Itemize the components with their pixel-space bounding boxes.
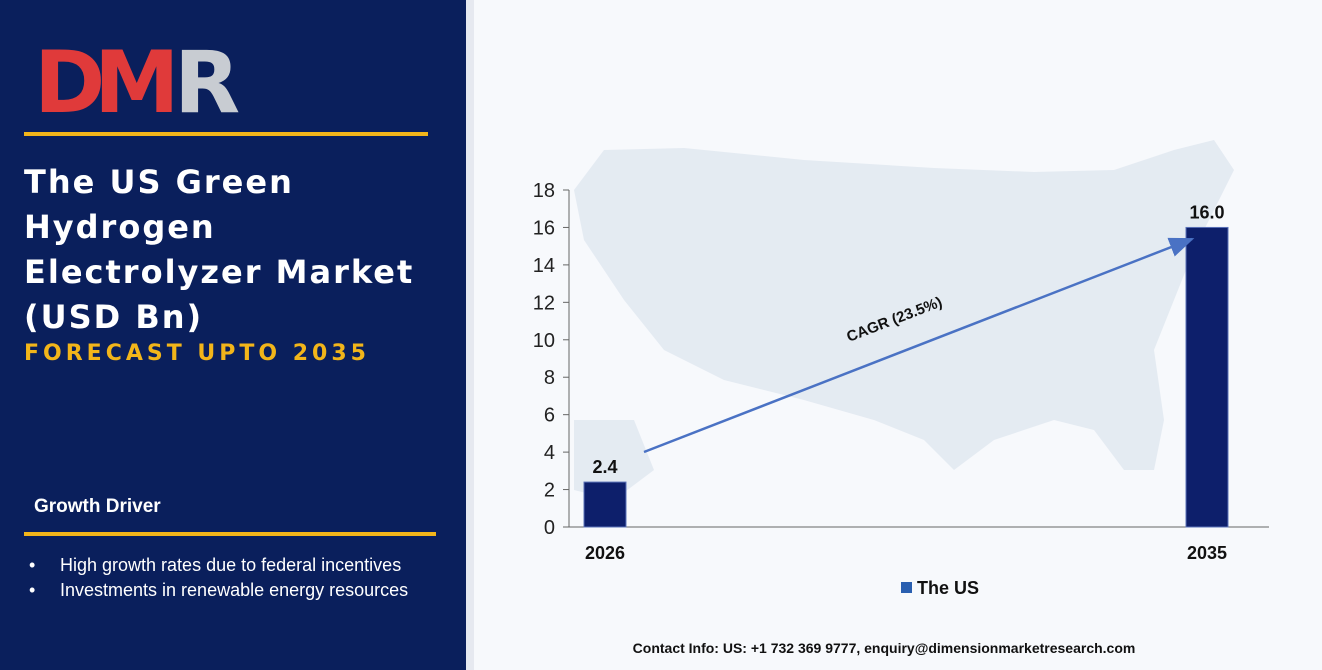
page-title: The US Green Hydrogen Electrolyzer Marke…	[24, 163, 415, 336]
y-tick-label: 14	[533, 255, 555, 277]
alaska-shape	[574, 420, 654, 500]
x-tick-label: 2026	[585, 543, 625, 563]
growth-driver-text: Investments in renewable energy resource…	[60, 580, 409, 600]
y-tick-label: 12	[533, 292, 555, 314]
chart-legend: The US	[901, 578, 979, 598]
y-tick-label: 8	[544, 367, 555, 389]
divider-growth	[24, 532, 436, 536]
chart-bars: 2.4 2026 16.0 2035	[583, 202, 1229, 563]
growth-driver-text: High growth rates due to federal incenti…	[60, 555, 402, 575]
info-panel: D M R The US Green Hydrogen Electrolyzer…	[0, 0, 466, 670]
logo-letter-r: R	[174, 40, 240, 120]
cagr-arrow	[643, 237, 1195, 454]
y-tick-label: 18	[533, 180, 555, 202]
growth-driver-list: • High growth rates due to federal incent…	[24, 553, 408, 603]
legend-label: The US	[917, 578, 979, 598]
bullet-icon: •	[24, 580, 36, 600]
bar-value-label: 16.0	[1189, 202, 1224, 222]
bar	[583, 481, 627, 528]
page-subtitle: FORECAST UPTO 2035	[24, 341, 370, 366]
bullet-icon: •	[24, 555, 36, 575]
y-tick-label: 2	[544, 480, 555, 502]
divider-top	[24, 132, 428, 136]
logo-letter-m: M	[94, 40, 180, 120]
chart-axes: 0 2 4 6 8 10 12 14 16 18	[533, 180, 1269, 539]
y-tick-label: 16	[533, 217, 555, 239]
logo-letter-d: D	[34, 40, 105, 120]
legend-swatch	[901, 582, 912, 593]
y-tick-label: 4	[544, 442, 555, 464]
growth-driver-item: • High growth rates due to federal incent…	[24, 553, 408, 578]
y-tick-label: 10	[533, 330, 555, 352]
growth-driver-item: • Investments in renewable energy resourc…	[24, 578, 408, 603]
us-map-icon	[574, 140, 1234, 470]
bar	[1185, 226, 1229, 528]
y-tick-label: 6	[544, 405, 555, 427]
growth-driver-heading: Growth Driver	[34, 496, 161, 517]
panel-edge	[466, 0, 474, 670]
x-tick-label: 2035	[1187, 543, 1227, 563]
bar-value-label: 2.4	[592, 457, 617, 477]
y-tick-label: 0	[544, 517, 555, 539]
dmr-logo: D M R	[34, 40, 240, 120]
contact-info: Contact Info: US: +1 732 369 9777, enqui…	[632, 640, 1136, 656]
